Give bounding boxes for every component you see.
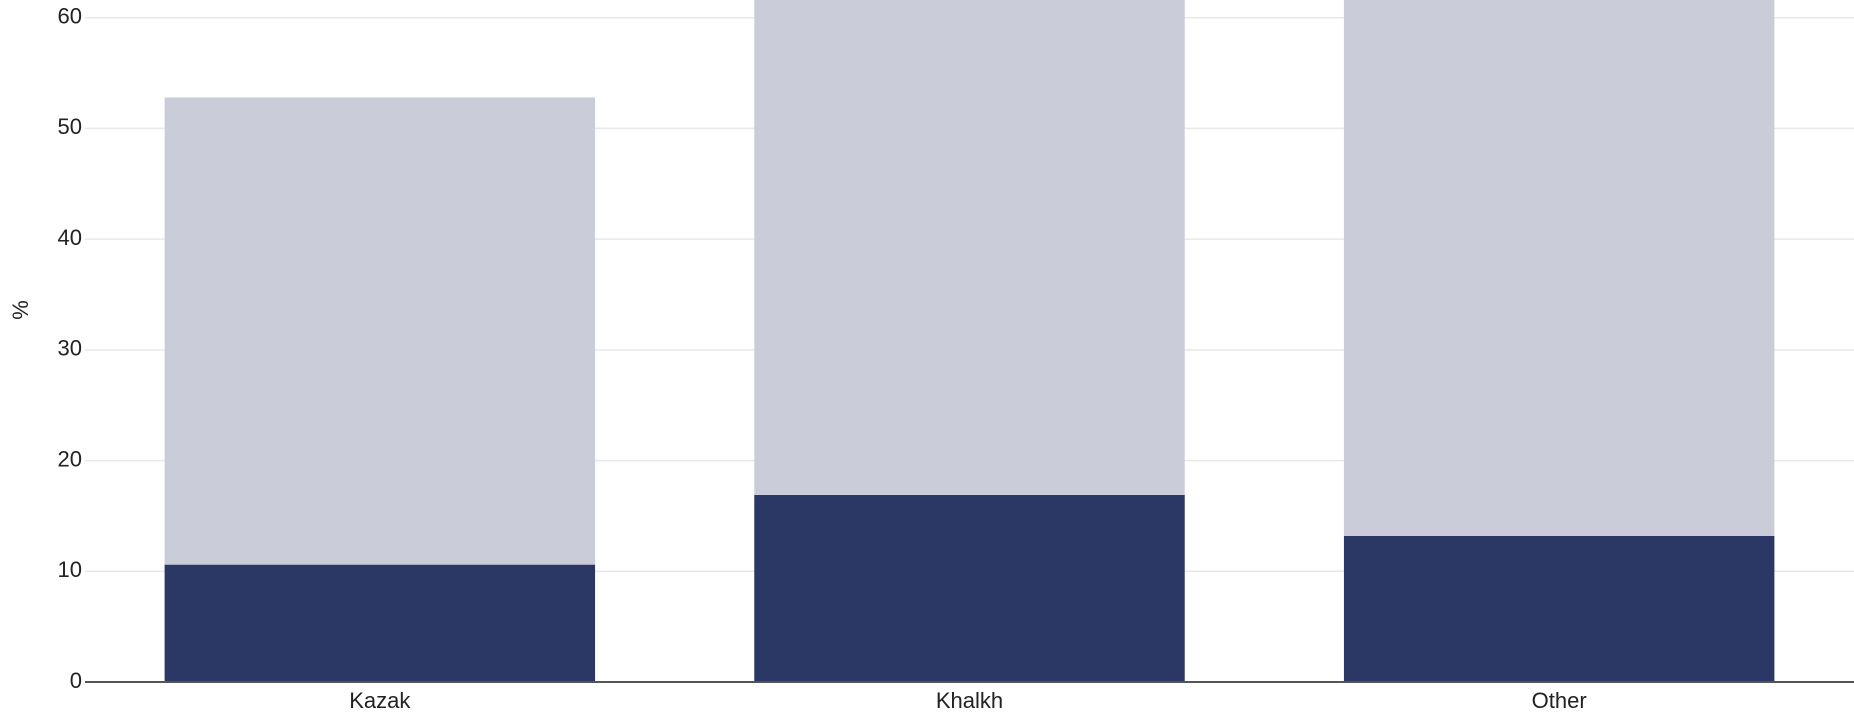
x-tick-label: Kazak	[349, 688, 411, 713]
x-tick-label: Khalkh	[936, 688, 1003, 713]
y-tick-label: 40	[58, 225, 82, 250]
bar-segment	[164, 97, 596, 565]
bar-segment	[754, 0, 1185, 495]
y-tick-label: 60	[58, 4, 82, 29]
bar-segment	[754, 494, 1185, 682]
y-tick-label: 30	[58, 336, 82, 361]
x-tick-label: Other	[1532, 688, 1587, 713]
bar-segment	[164, 564, 596, 682]
labels: 0 10 20 30 40 50 60 Kazak Khalkh Other	[58, 4, 1854, 713]
y-tick-label: 0	[70, 668, 82, 693]
y-axis-label: %	[8, 300, 33, 320]
y-tick-label: 50	[58, 114, 82, 139]
bar-segment	[1343, 0, 1775, 536]
y-tick-label: 20	[58, 446, 82, 471]
bar-segment	[1343, 535, 1775, 682]
bars	[164, 0, 1775, 682]
y-tick-label: 10	[58, 557, 82, 582]
